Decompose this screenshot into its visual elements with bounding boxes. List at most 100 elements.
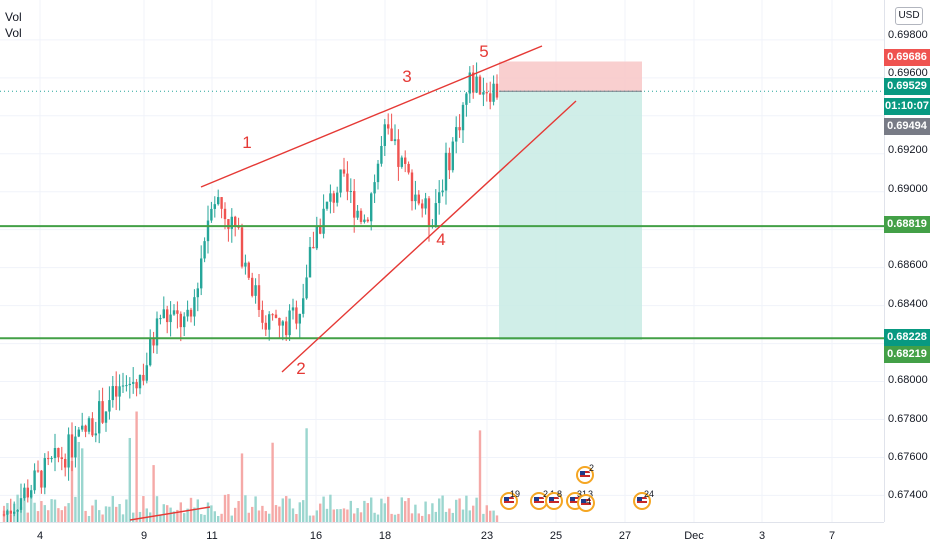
volume-bar <box>135 411 138 522</box>
candle-body <box>410 172 414 202</box>
volume-bar <box>322 496 325 522</box>
candle-body <box>308 246 312 278</box>
volume-bar <box>482 513 485 522</box>
volume-bar <box>298 502 301 522</box>
currency-button[interactable]: USD <box>895 7 923 25</box>
volume-bar <box>400 497 403 522</box>
wedge-upper-line <box>200 45 543 188</box>
candle-body <box>13 511 16 514</box>
candle-body <box>264 322 267 330</box>
volume-bar <box>492 510 495 522</box>
candle-body <box>67 434 70 468</box>
volume-bar <box>359 512 363 522</box>
candle-body <box>200 258 203 289</box>
volume-bar <box>444 511 448 522</box>
candle-body <box>108 400 111 412</box>
us-flag-event-icon[interactable] <box>577 494 595 512</box>
candle-body <box>325 201 329 209</box>
candle-body <box>271 314 274 316</box>
volume-bar <box>451 512 454 522</box>
volume-bar <box>142 496 145 522</box>
target-price-badge: 0.68228 <box>884 329 930 346</box>
time-axis[interactable] <box>0 522 884 551</box>
candle-body <box>234 216 237 227</box>
candle-body <box>414 194 417 202</box>
candle-body <box>121 385 125 387</box>
time-tick: 4 <box>36 530 44 542</box>
us-flag-event-icon[interactable] <box>545 492 563 510</box>
candle-body <box>36 470 40 472</box>
volume-bar <box>132 512 135 522</box>
candle-body <box>125 385 128 387</box>
candle-body <box>427 198 431 227</box>
grid-lines <box>0 0 884 522</box>
volume-bar <box>213 511 216 522</box>
candle-body <box>203 241 206 259</box>
event-count: 24 <box>644 489 655 499</box>
volume-bar <box>485 505 488 522</box>
volume-bar <box>274 505 278 522</box>
candle-body <box>383 124 386 146</box>
us-flag-event-icon[interactable] <box>576 466 594 484</box>
candle-body <box>444 152 448 191</box>
time-tick: 18 <box>378 530 392 542</box>
candle-body <box>404 157 407 164</box>
candle-body <box>421 203 424 209</box>
candle-body <box>455 127 458 142</box>
time-tick: 23 <box>480 530 494 542</box>
us-flag-event-icon[interactable] <box>530 492 548 510</box>
wave-label-1: 1 <box>242 133 252 152</box>
volume-bar <box>268 513 271 522</box>
volume-bar <box>19 506 23 522</box>
volume-bar <box>421 515 424 522</box>
wave-label-2: 2 <box>296 359 306 378</box>
volume-bar <box>53 499 57 522</box>
candle-body <box>451 141 454 171</box>
candle-body <box>475 76 478 93</box>
volume-bar <box>40 501 43 522</box>
us-flag-event-icon[interactable] <box>500 492 518 510</box>
volume-bar <box>217 515 220 522</box>
candle-body <box>393 139 397 142</box>
legend-vol-2: Vol <box>5 26 22 40</box>
candle-body <box>240 227 244 267</box>
wave-label-4: 4 <box>436 230 446 249</box>
candle-body <box>30 490 33 498</box>
volume-bar <box>108 506 111 522</box>
stop-price-badge: 0.69686 <box>884 49 930 66</box>
us-flag-event-icon[interactable] <box>633 492 651 510</box>
volume-bar <box>223 494 227 522</box>
support-upper-badge: 0.68819 <box>884 216 930 233</box>
volume-bar <box>366 503 369 522</box>
candle-body <box>458 127 461 131</box>
candle-body <box>186 309 189 317</box>
candle-body <box>295 307 298 324</box>
event-count: 2 <box>543 489 549 499</box>
volume-bar <box>339 509 342 522</box>
candle-body <box>50 458 53 460</box>
candle-body <box>302 298 305 314</box>
volume-bar <box>77 441 80 522</box>
volume-bar <box>380 498 383 522</box>
event-count: 4 <box>586 496 592 506</box>
price-tick: 0.68400 <box>888 298 928 310</box>
candle-body <box>57 447 60 458</box>
last-price-badge: 0.69529 <box>884 78 930 95</box>
candle-body <box>47 458 50 460</box>
volume-bar <box>125 499 128 522</box>
stop-loss-zone[interactable] <box>499 61 642 92</box>
candle-body <box>244 262 247 267</box>
volume-bar <box>155 496 159 522</box>
candle-body <box>257 285 261 310</box>
candle-body <box>251 277 254 296</box>
candle-body <box>115 386 118 397</box>
volume-bar <box>162 504 165 522</box>
volume-bar <box>438 498 441 522</box>
volume-bar <box>332 509 335 522</box>
volume-bar <box>237 501 240 522</box>
take-profit-zone[interactable] <box>499 91 642 340</box>
volume-bar <box>115 506 118 522</box>
volume-bar <box>472 505 475 522</box>
